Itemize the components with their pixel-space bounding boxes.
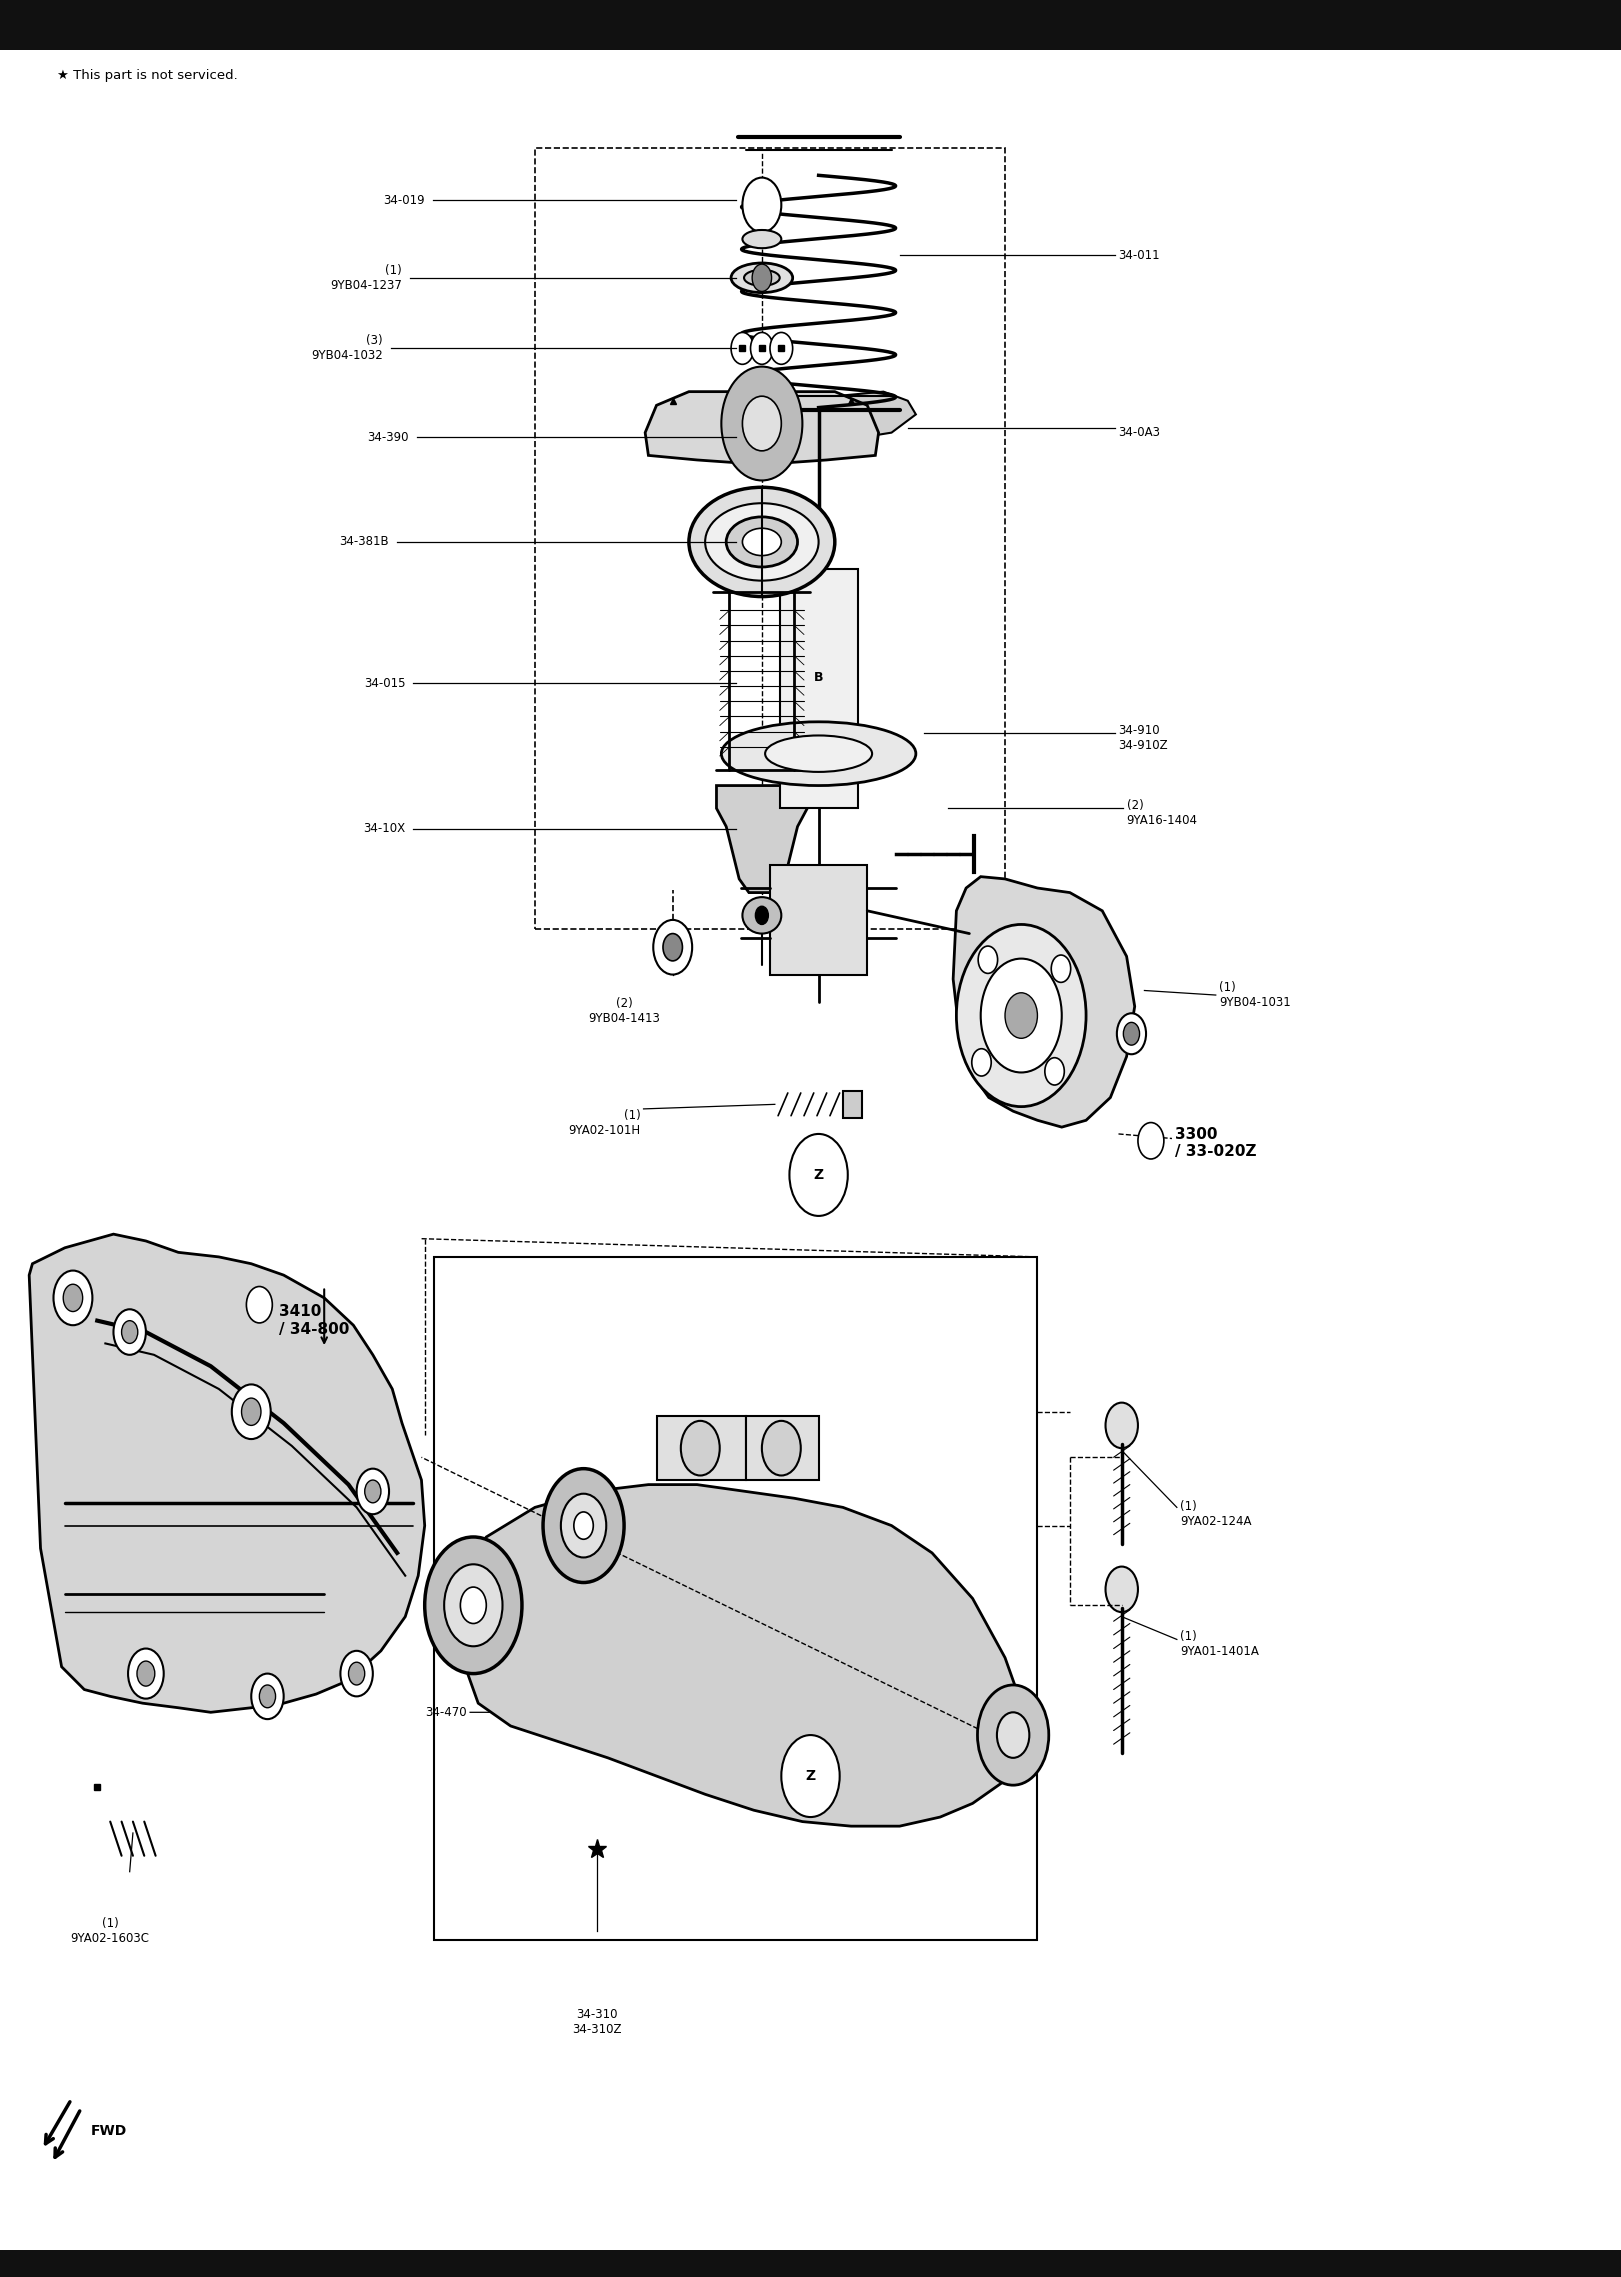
- Text: 34-381B: 34-381B: [339, 535, 389, 549]
- Circle shape: [1138, 1123, 1164, 1159]
- Text: 34-310
34-310Z: 34-310 34-310Z: [572, 2008, 621, 2036]
- Text: (1)
9YA02-101H: (1) 9YA02-101H: [569, 1109, 640, 1136]
- Text: 34-015: 34-015: [363, 676, 405, 690]
- Circle shape: [113, 1309, 146, 1355]
- Polygon shape: [457, 1485, 1024, 1826]
- Circle shape: [781, 1735, 840, 1817]
- Circle shape: [365, 1480, 381, 1503]
- Circle shape: [1005, 993, 1037, 1038]
- Circle shape: [136, 1660, 156, 1685]
- Circle shape: [561, 1494, 606, 1557]
- Circle shape: [1046, 1059, 1065, 1086]
- Circle shape: [731, 332, 754, 364]
- Ellipse shape: [705, 503, 819, 581]
- Circle shape: [1117, 1013, 1146, 1054]
- Text: B: B: [814, 672, 823, 683]
- Circle shape: [444, 1564, 503, 1646]
- Text: 34-10X: 34-10X: [363, 822, 405, 836]
- Text: (1)
9YA01-1401A: (1) 9YA01-1401A: [1180, 1630, 1260, 1658]
- Circle shape: [681, 1421, 720, 1475]
- Bar: [843, 1091, 862, 1118]
- Circle shape: [460, 1587, 486, 1624]
- Circle shape: [1123, 1022, 1140, 1045]
- Circle shape: [762, 1421, 801, 1475]
- Circle shape: [232, 1384, 271, 1439]
- Bar: [746, 1416, 819, 1480]
- Circle shape: [1052, 954, 1071, 981]
- Text: (1)
9YB04-1031: (1) 9YB04-1031: [1219, 981, 1290, 1009]
- Text: (3)
9YB04-1032: (3) 9YB04-1032: [311, 335, 383, 362]
- Ellipse shape: [689, 487, 835, 597]
- Ellipse shape: [742, 897, 781, 934]
- Bar: [770, 865, 867, 975]
- Circle shape: [349, 1662, 365, 1685]
- Circle shape: [752, 264, 772, 291]
- Ellipse shape: [721, 722, 916, 786]
- Text: Z: Z: [806, 1769, 815, 1783]
- Circle shape: [53, 1271, 92, 1325]
- Bar: [780, 569, 858, 808]
- Circle shape: [543, 1469, 624, 1583]
- Circle shape: [340, 1651, 373, 1696]
- Circle shape: [755, 906, 768, 924]
- Circle shape: [122, 1321, 138, 1343]
- Circle shape: [663, 934, 682, 961]
- Circle shape: [425, 1537, 522, 1674]
- Circle shape: [357, 1469, 389, 1514]
- Ellipse shape: [742, 230, 781, 248]
- Circle shape: [242, 1398, 261, 1425]
- Circle shape: [653, 920, 692, 975]
- Text: 34-470: 34-470: [425, 1705, 467, 1719]
- Polygon shape: [716, 786, 807, 893]
- Text: Z: Z: [814, 1168, 823, 1182]
- Circle shape: [128, 1649, 164, 1699]
- Text: (2)
9YA16-1404: (2) 9YA16-1404: [1127, 799, 1198, 827]
- Circle shape: [789, 1134, 848, 1216]
- Ellipse shape: [765, 735, 872, 772]
- Circle shape: [259, 1685, 276, 1708]
- Circle shape: [574, 1512, 593, 1539]
- Circle shape: [1106, 1567, 1138, 1612]
- Ellipse shape: [726, 517, 798, 567]
- Circle shape: [977, 945, 997, 972]
- Text: (1)
9YA02-1603C: (1) 9YA02-1603C: [71, 1917, 149, 1945]
- Ellipse shape: [731, 262, 793, 294]
- Circle shape: [751, 332, 773, 364]
- Polygon shape: [645, 392, 879, 465]
- Ellipse shape: [742, 528, 781, 556]
- Text: 34-011: 34-011: [1118, 248, 1161, 262]
- Text: ★ This part is not serviced.: ★ This part is not serviced.: [57, 68, 238, 82]
- Polygon shape: [29, 1234, 425, 1712]
- Circle shape: [742, 396, 781, 451]
- Text: 3410
/ 34-800: 3410 / 34-800: [279, 1305, 349, 1337]
- Polygon shape: [721, 392, 916, 446]
- Bar: [434, 1257, 1037, 1940]
- Text: 34-0A3: 34-0A3: [1118, 426, 1161, 439]
- Text: 3300
/ 33-020Z: 3300 / 33-020Z: [1175, 1127, 1256, 1159]
- Text: 34-390: 34-390: [366, 430, 408, 444]
- Text: 34-019: 34-019: [383, 194, 425, 207]
- Text: (1)
9YB04-1237: (1) 9YB04-1237: [331, 264, 402, 291]
- Text: 34-910
34-910Z: 34-910 34-910Z: [1118, 724, 1169, 751]
- Circle shape: [997, 1712, 1029, 1758]
- Circle shape: [742, 178, 781, 232]
- Circle shape: [63, 1284, 83, 1312]
- Bar: [657, 1416, 746, 1480]
- Bar: [0, 0, 1621, 50]
- Text: (2)
9YB04-1413: (2) 9YB04-1413: [588, 997, 660, 1025]
- Text: FWD: FWD: [91, 2124, 126, 2138]
- Bar: [0, 2250, 1621, 2277]
- Ellipse shape: [744, 271, 780, 285]
- Circle shape: [770, 332, 793, 364]
- Circle shape: [971, 1050, 990, 1077]
- Bar: [535, 148, 1005, 929]
- Circle shape: [721, 367, 802, 480]
- Circle shape: [977, 1685, 1049, 1785]
- Circle shape: [1106, 1403, 1138, 1448]
- Circle shape: [981, 959, 1062, 1072]
- Circle shape: [246, 1287, 272, 1323]
- Text: (1)
9YA02-124A: (1) 9YA02-124A: [1180, 1501, 1251, 1528]
- Polygon shape: [953, 877, 1135, 1127]
- Circle shape: [251, 1674, 284, 1719]
- Circle shape: [956, 924, 1086, 1107]
